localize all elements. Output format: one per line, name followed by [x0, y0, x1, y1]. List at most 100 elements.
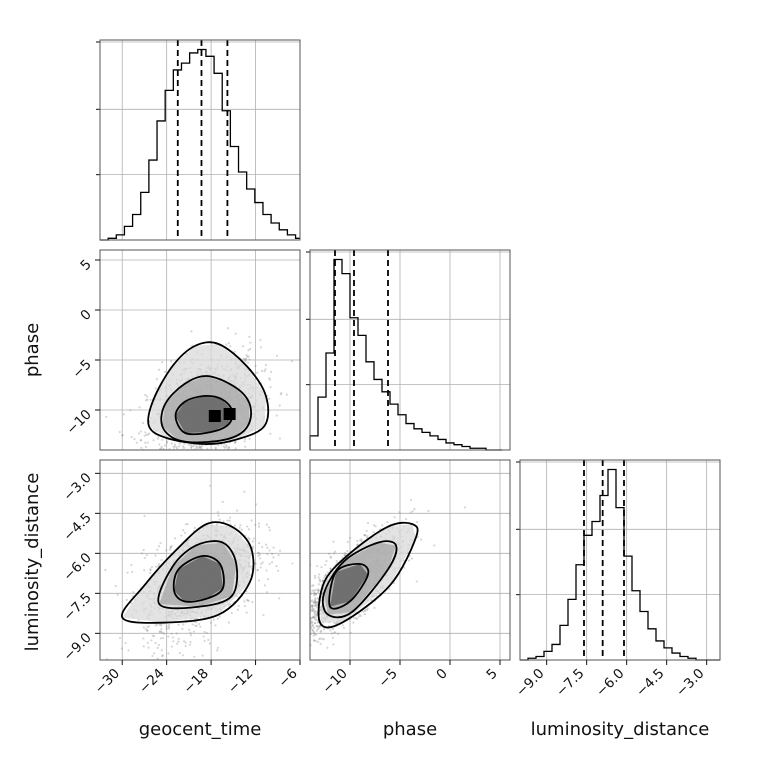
sample-point	[154, 554, 157, 557]
sample-point	[184, 644, 187, 647]
sample-point	[306, 610, 308, 612]
sample-point	[142, 548, 145, 552]
sample-point	[165, 625, 168, 628]
sample-point	[311, 623, 314, 626]
sample-point	[202, 635, 205, 638]
sample-point	[265, 543, 268, 546]
sample-point	[114, 584, 117, 588]
sample-point	[317, 583, 320, 586]
sample-point	[318, 573, 321, 576]
sample-point	[157, 643, 160, 646]
sample-point	[259, 566, 262, 569]
sample-point	[234, 467, 236, 469]
sample-point	[295, 594, 297, 596]
sample-point	[372, 524, 376, 527]
ytick-label-phase-0: −10	[63, 407, 94, 438]
sample-point	[151, 654, 154, 658]
ylabel-luminosity-distance: luminosity_distance	[22, 473, 43, 652]
sample-point	[235, 451, 237, 453]
sample-point	[141, 421, 145, 425]
sample-point	[229, 516, 232, 519]
sample-point	[313, 591, 316, 594]
sample-point	[256, 371, 259, 374]
sample-point	[258, 553, 261, 556]
sample-point	[195, 445, 198, 448]
sample-point	[278, 549, 282, 552]
sample-point	[316, 614, 319, 617]
sample-point	[167, 652, 170, 655]
sample-point	[274, 648, 276, 650]
sample-point	[311, 620, 314, 624]
sample-point	[144, 399, 148, 402]
sample-point	[209, 453, 211, 455]
sample-point	[310, 617, 314, 620]
sample-point	[312, 634, 315, 637]
sample-point	[333, 631, 336, 634]
sample-point	[314, 603, 318, 606]
sample-point	[177, 453, 179, 455]
sample-point	[287, 649, 289, 651]
sample-point	[172, 640, 175, 643]
sample-point	[314, 597, 317, 600]
sample-point	[357, 615, 360, 618]
sample-point	[144, 445, 148, 449]
sample-point	[277, 554, 280, 557]
sample-point	[161, 654, 164, 657]
sample-point	[295, 645, 297, 647]
sample-point	[193, 617, 196, 620]
sample-point	[190, 499, 192, 501]
contour-geocent-time-vs-luminosity-distance-2	[121, 521, 255, 624]
sample-point	[282, 616, 284, 618]
sample-point	[258, 525, 261, 528]
sample-point	[147, 646, 150, 649]
xtick-label-luminosity-distance-1: −7.5	[553, 666, 587, 700]
xtick-label-luminosity-distance-0: −9.0	[513, 666, 547, 700]
sample-point	[310, 604, 314, 607]
sample-point	[197, 489, 199, 491]
sample-point	[178, 445, 181, 448]
sample-point	[249, 341, 252, 344]
sample-point	[272, 546, 275, 549]
sample-point	[295, 621, 297, 623]
sample-point	[320, 629, 323, 633]
sample-point	[223, 446, 227, 449]
sample-point	[259, 346, 263, 349]
sample-point	[306, 626, 308, 628]
sample-point	[324, 563, 327, 566]
sample-point	[163, 468, 165, 470]
sample-point	[304, 599, 306, 601]
sample-point	[127, 649, 130, 652]
sample-point	[278, 437, 282, 440]
sample-point	[140, 446, 143, 450]
sample-point	[355, 617, 358, 620]
sample-point	[253, 562, 257, 565]
sample-point	[264, 368, 267, 371]
sample-point	[306, 617, 308, 619]
sample-point	[289, 660, 291, 662]
sample-point	[365, 608, 369, 611]
sample-point	[125, 598, 128, 601]
sample-point	[212, 462, 214, 464]
sample-point	[214, 624, 217, 627]
sample-point	[156, 646, 159, 649]
sample-point	[192, 485, 194, 487]
sample-point	[184, 450, 186, 452]
sample-point	[301, 646, 303, 648]
sample-point	[154, 641, 157, 645]
sample-point	[281, 617, 283, 619]
sample-point	[188, 628, 191, 631]
sample-point	[173, 537, 177, 540]
sample-point	[246, 599, 250, 602]
sample-point	[316, 621, 320, 624]
sample-point	[329, 556, 333, 559]
sample-point	[275, 564, 278, 568]
sample-point	[199, 445, 202, 448]
sample-point	[147, 480, 149, 482]
sample-point	[199, 446, 203, 449]
sample-point	[161, 361, 164, 364]
sample-point	[277, 569, 280, 572]
sample-point	[364, 534, 367, 537]
sample-point	[161, 631, 164, 635]
sample-point	[302, 660, 304, 662]
sample-point	[346, 540, 350, 543]
